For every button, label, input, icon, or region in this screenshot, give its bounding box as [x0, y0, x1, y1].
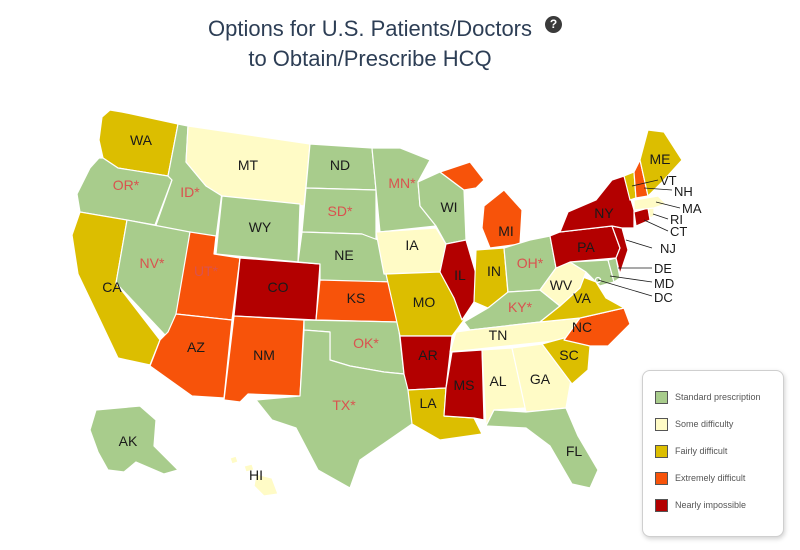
- label-co: CO: [268, 279, 289, 295]
- label-wi: WI: [440, 199, 457, 215]
- label-hi: HI: [249, 467, 263, 483]
- state-fl[interactable]: [485, 407, 599, 489]
- legend-swatch-extremely: [655, 471, 668, 485]
- leader-nh: [643, 187, 673, 191]
- label-in: IN: [487, 263, 501, 279]
- leader-dc: [597, 279, 653, 297]
- label-pa: PA: [577, 239, 595, 255]
- label-ga: GA: [530, 371, 551, 387]
- label-dc: DC: [654, 290, 673, 305]
- label-wa: WA: [130, 132, 153, 148]
- label-or: OR*: [113, 177, 140, 193]
- legend-item-extremely: Extremely difficult: [655, 470, 745, 486]
- label-ne: NE: [334, 247, 353, 263]
- state-ct[interactable]: [633, 207, 651, 227]
- label-nd: ND: [330, 157, 350, 173]
- legend-label-extremely: Extremely difficult: [675, 473, 746, 483]
- state-il[interactable]: [439, 239, 477, 321]
- state-az[interactable]: [149, 313, 233, 399]
- map-title-line-1: Options for U.S. Patients/Doctors: [207, 16, 533, 41]
- legend-swatch-standard: [655, 390, 668, 404]
- label-ak: AK: [119, 433, 138, 449]
- leader-ri: [652, 213, 669, 220]
- label-ia: IA: [405, 237, 419, 253]
- map-title: Options for U.S. Patients/Doctors to Obt…: [0, 14, 740, 74]
- legend-label-nearly: Nearly impossible: [675, 500, 747, 510]
- state-ma[interactable]: [633, 195, 667, 211]
- label-ar: AR: [418, 347, 437, 363]
- label-ny: NY: [594, 205, 614, 221]
- legend-swatch-fairly: [655, 444, 668, 458]
- leader-ct: [643, 219, 669, 232]
- label-sd: SD*: [328, 203, 353, 219]
- label-va: VA: [573, 290, 591, 306]
- label-az: AZ: [187, 339, 205, 355]
- label-nc: NC: [572, 319, 592, 335]
- legend-label-some: Some difficulty: [675, 419, 734, 429]
- state-sc[interactable]: [541, 337, 591, 385]
- label-ky: KY*: [508, 299, 533, 315]
- label-nv: NV*: [140, 255, 165, 271]
- legend-item-standard: Standard prescription: [655, 389, 761, 405]
- label-la: LA: [419, 395, 437, 411]
- legend-item-nearly: Nearly impossible: [655, 497, 746, 513]
- label-nh: NH: [674, 184, 693, 199]
- legend-label-standard: Standard prescription: [675, 392, 761, 402]
- label-me: ME: [650, 151, 671, 167]
- state-tx[interactable]: [255, 329, 417, 489]
- state-al[interactable]: [481, 347, 527, 427]
- label-tn: TN: [489, 327, 508, 343]
- label-wv: WV: [550, 277, 573, 293]
- label-wy: WY: [249, 219, 272, 235]
- label-ok: OK*: [353, 335, 379, 351]
- map-title-line-2: to Obtain/Prescribe HCQ: [248, 46, 492, 71]
- leader-vt: [631, 179, 659, 187]
- label-ct: CT: [670, 224, 687, 239]
- label-mo: MO: [413, 294, 436, 310]
- states-layer: [71, 109, 683, 497]
- label-ks: KS: [347, 290, 366, 306]
- label-vt: VT: [660, 173, 677, 188]
- state-labels: WA OR* CA ID* NV* MT WY UT* AZ CO NM ND …: [102, 132, 702, 483]
- legend-item-some: Some difficulty: [655, 416, 733, 432]
- legend-swatch-some: [655, 417, 668, 431]
- state-ak[interactable]: [89, 405, 179, 475]
- state-hi[interactable]: [229, 455, 279, 497]
- label-oh: OH*: [517, 255, 544, 271]
- label-ut: UT*: [194, 263, 219, 279]
- legend-swatch-nearly: [655, 498, 668, 512]
- label-id: ID*: [180, 184, 200, 200]
- label-mi: MI: [498, 223, 514, 239]
- label-al: AL: [489, 373, 506, 389]
- leader-md: [609, 275, 653, 283]
- legend-item-fairly: Fairly difficult: [655, 443, 727, 459]
- label-ri: RI: [670, 212, 683, 227]
- label-sc: SC: [559, 347, 578, 363]
- state-md[interactable]: [569, 259, 615, 287]
- label-fl: FL: [566, 443, 583, 459]
- legend-label-fairly: Fairly difficult: [675, 446, 728, 456]
- label-nj: NJ: [660, 241, 676, 256]
- state-me[interactable]: [639, 129, 683, 197]
- label-ma: MA: [682, 201, 702, 216]
- leader-nj: [625, 239, 653, 249]
- label-mt: MT: [238, 157, 259, 173]
- state-ar[interactable]: [399, 335, 453, 391]
- leader-ma: [655, 201, 681, 209]
- label-nm: NM: [253, 347, 275, 363]
- label-tx: TX*: [332, 397, 356, 413]
- label-ms: MS: [454, 377, 475, 393]
- label-md: MD: [654, 276, 674, 291]
- leader-lines: [597, 179, 681, 297]
- label-ca: CA: [102, 279, 122, 295]
- label-de: DE: [654, 261, 672, 276]
- label-mn: MN*: [388, 175, 416, 191]
- legend: Standard prescription Some difficulty Fa…: [642, 370, 784, 537]
- state-ny[interactable]: [559, 175, 635, 233]
- question-circle-icon[interactable]: ?: [545, 16, 562, 33]
- label-il: IL: [454, 267, 466, 283]
